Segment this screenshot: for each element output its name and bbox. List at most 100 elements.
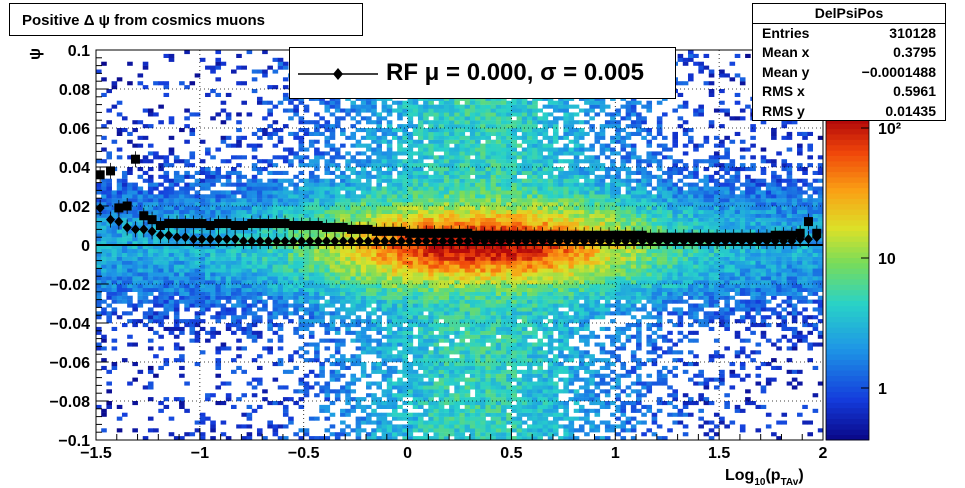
heatmap-cell (454, 217, 460, 222)
heatmap-cell (236, 338, 242, 343)
heatmap-cell (163, 53, 170, 58)
heatmap-cell (179, 373, 185, 378)
heatmap-cell (101, 412, 107, 417)
heatmap-cell (241, 295, 247, 300)
heatmap-cell (345, 159, 351, 164)
heatmap-cell (350, 373, 357, 378)
heatmap-cell (184, 299, 190, 304)
heatmap-cell (340, 268, 346, 273)
heatmap-cell (475, 213, 481, 218)
heatmap-cell (168, 116, 175, 121)
heatmap-cell (397, 326, 403, 331)
heatmap-cell (277, 295, 284, 300)
heatmap-cell (303, 323, 310, 328)
heatmap-cell (423, 365, 429, 370)
heatmap-cell (428, 131, 434, 136)
heatmap-cell (340, 408, 346, 413)
heatmap-cell (371, 346, 377, 351)
heatmap-cell (231, 284, 237, 289)
heatmap-cell (397, 432, 403, 437)
heatmap-cell (412, 151, 419, 156)
heatmap-cell (137, 167, 144, 172)
heatmap-cell (262, 307, 268, 312)
heatmap-cell (459, 365, 466, 370)
heatmap-cell (96, 252, 102, 257)
heatmap-cell (225, 287, 232, 292)
heatmap-cell (189, 112, 196, 117)
heatmap-cell (438, 112, 445, 117)
heatmap-cell (407, 362, 414, 367)
heatmap-cell (423, 178, 429, 183)
heatmap-cell (324, 159, 331, 164)
heatmap-cell (163, 81, 170, 86)
heatmap-cell (168, 326, 175, 331)
heatmap-cell (464, 377, 471, 382)
heatmap-cell (225, 323, 232, 328)
heatmap-cell (454, 424, 460, 429)
heatmap-cell (475, 112, 481, 117)
heatmap-cell (454, 248, 460, 253)
heatmap-cell (277, 61, 284, 66)
heatmap-cell (282, 124, 289, 129)
heatmap-cell (464, 272, 471, 277)
heatmap-cell (210, 420, 216, 425)
heatmap-cell (334, 124, 341, 129)
heatmap-cell (464, 408, 471, 413)
heatmap-cell (179, 326, 185, 331)
heatmap-cell (438, 280, 445, 285)
heatmap-cell (443, 108, 450, 113)
heatmap-cell (132, 264, 138, 269)
heatmap-cell (475, 404, 481, 409)
heatmap-cell (179, 213, 185, 218)
heatmap-cell (137, 245, 144, 250)
heatmap-cell (199, 412, 206, 417)
heatmap-cell (319, 389, 325, 394)
heatmap-cell (459, 256, 466, 261)
heatmap-cell (371, 295, 377, 300)
heatmap-cell (142, 85, 149, 90)
heatmap-cell (475, 198, 481, 203)
heatmap-cell (96, 326, 102, 331)
heatmap-cell (469, 307, 476, 312)
heatmap-cell (293, 213, 299, 218)
heatmap-cell (391, 252, 398, 257)
heatmap-cell (256, 143, 263, 148)
heatmap-cell (288, 209, 294, 214)
heatmap-cell (438, 272, 445, 277)
heatmap-cell (334, 248, 341, 253)
heatmap-cell (438, 311, 445, 316)
heatmap-cell (199, 198, 206, 203)
heatmap-cell (469, 354, 476, 359)
heatmap-cell (417, 311, 424, 316)
heatmap-cell (137, 272, 144, 277)
heatmap-cell (459, 128, 466, 133)
heatmap-cell (386, 174, 393, 179)
heatmap-cell (490, 104, 497, 109)
heatmap-cell (282, 61, 289, 66)
heatmap-cell (345, 280, 351, 285)
heatmap-cell (293, 194, 299, 199)
heatmap-cell (137, 135, 144, 140)
heatmap-cell (293, 299, 299, 304)
heatmap-cell (475, 206, 481, 211)
heatmap-cell (116, 241, 123, 246)
heatmap-cell (127, 61, 133, 66)
heatmap-cell (412, 381, 419, 386)
heatmap-cell (277, 252, 284, 257)
heatmap-cell (454, 428, 460, 433)
heatmap-cell (142, 221, 149, 226)
heatmap-cell (329, 178, 336, 183)
heatmap-cell (173, 358, 180, 363)
heatmap-cell (256, 209, 263, 214)
heatmap-cell (443, 186, 450, 191)
heatmap-cell (308, 276, 315, 281)
heatmap-cell (246, 307, 253, 312)
heatmap-cell (371, 128, 377, 133)
heatmap-cell (288, 206, 294, 211)
heatmap-cell (469, 135, 476, 140)
heatmap-cell (158, 319, 164, 324)
heatmap-cell (386, 346, 393, 351)
heatmap-cell (194, 182, 201, 187)
heatmap-cell (417, 307, 424, 312)
heatmap-cell (360, 217, 367, 222)
